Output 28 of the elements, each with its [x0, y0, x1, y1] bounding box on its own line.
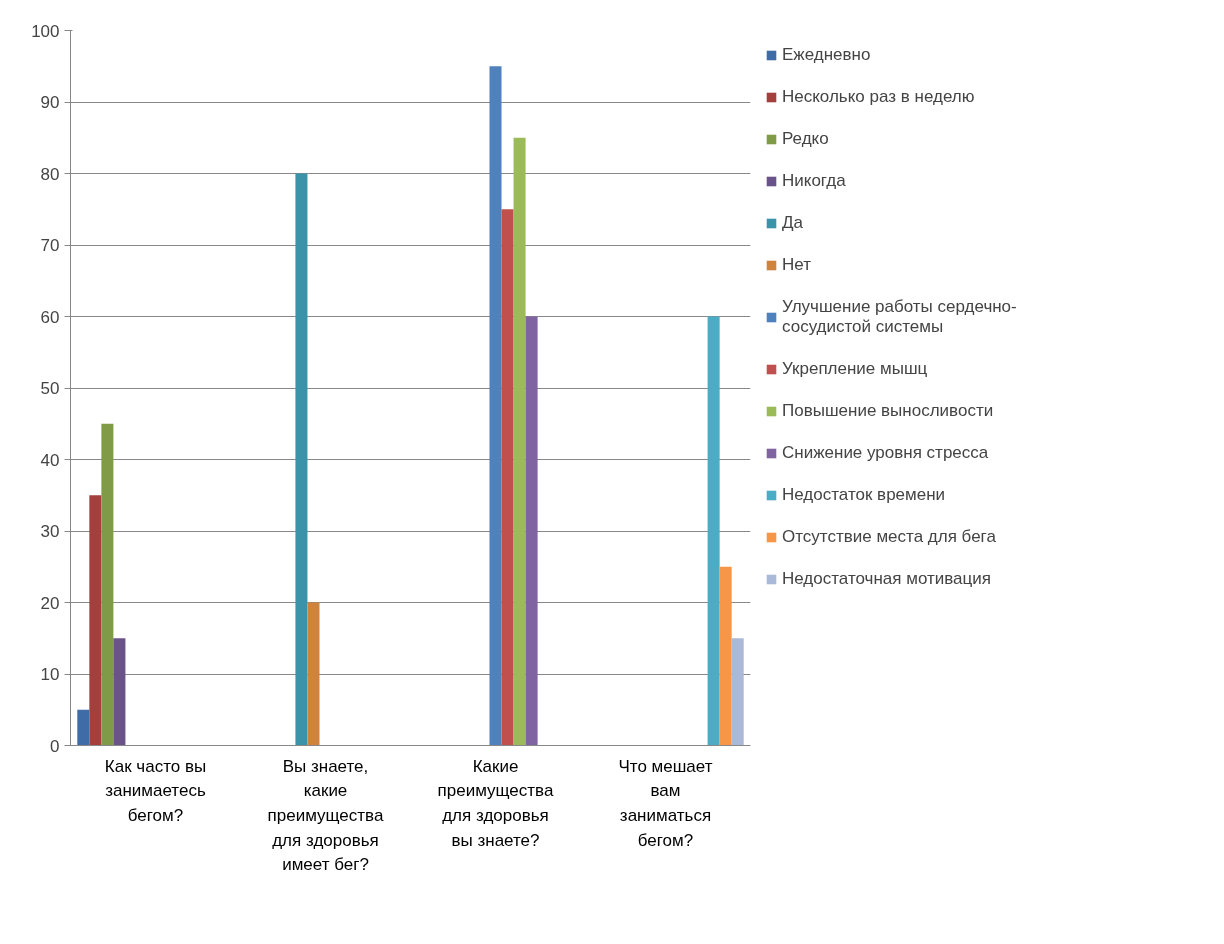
- y-tick-label: 70: [40, 236, 60, 255]
- y-tick-label: 90: [40, 93, 60, 112]
- y-tick-label: 50: [40, 379, 60, 398]
- legend-label: Никогда: [782, 171, 846, 191]
- legend-label: Снижение уровня стресса: [782, 443, 989, 463]
- legend-label: Укрепление мышц: [782, 359, 928, 379]
- legend-label: Нет: [782, 255, 811, 275]
- legend-label: Да: [782, 213, 803, 233]
- legend-label: Недостаток времени: [782, 485, 946, 505]
- legend-label: Редко: [782, 129, 829, 149]
- y-tick-label: 60: [40, 307, 60, 327]
- legend-label: Несколько раз в неделю: [782, 87, 975, 107]
- x-tick-label: Вы знаете, какие преимущества для здоровья имеет бег?: [267, 756, 384, 875]
- legend-label: Недостаточная мотивация: [782, 569, 991, 589]
- x-tick-label: Что мешает вам заниматься бегом?: [618, 756, 713, 850]
- y-tick-label: 10: [40, 665, 60, 684]
- x-tick-label: Как часто вы занимаетесь бегом?: [104, 756, 207, 825]
- y-tick-label: 80: [40, 164, 60, 184]
- y-tick-label: 0: [50, 736, 60, 756]
- y-tick-label: 30: [40, 522, 60, 541]
- y-tick-label: 100: [31, 21, 60, 41]
- legend-label: Отсутствие места для бега: [782, 527, 996, 547]
- x-tick-label: Какие преимущества для здоровья вы знаете?: [437, 756, 554, 850]
- y-tick-label: 40: [40, 450, 60, 470]
- legend-label: Улучшение работы сердечно-сосудистой системы: [782, 297, 1017, 337]
- legend-label: Ежедневно: [782, 45, 871, 65]
- y-tick-label: 20: [40, 593, 60, 613]
- legend-label: Повышение выносливости: [782, 401, 994, 421]
